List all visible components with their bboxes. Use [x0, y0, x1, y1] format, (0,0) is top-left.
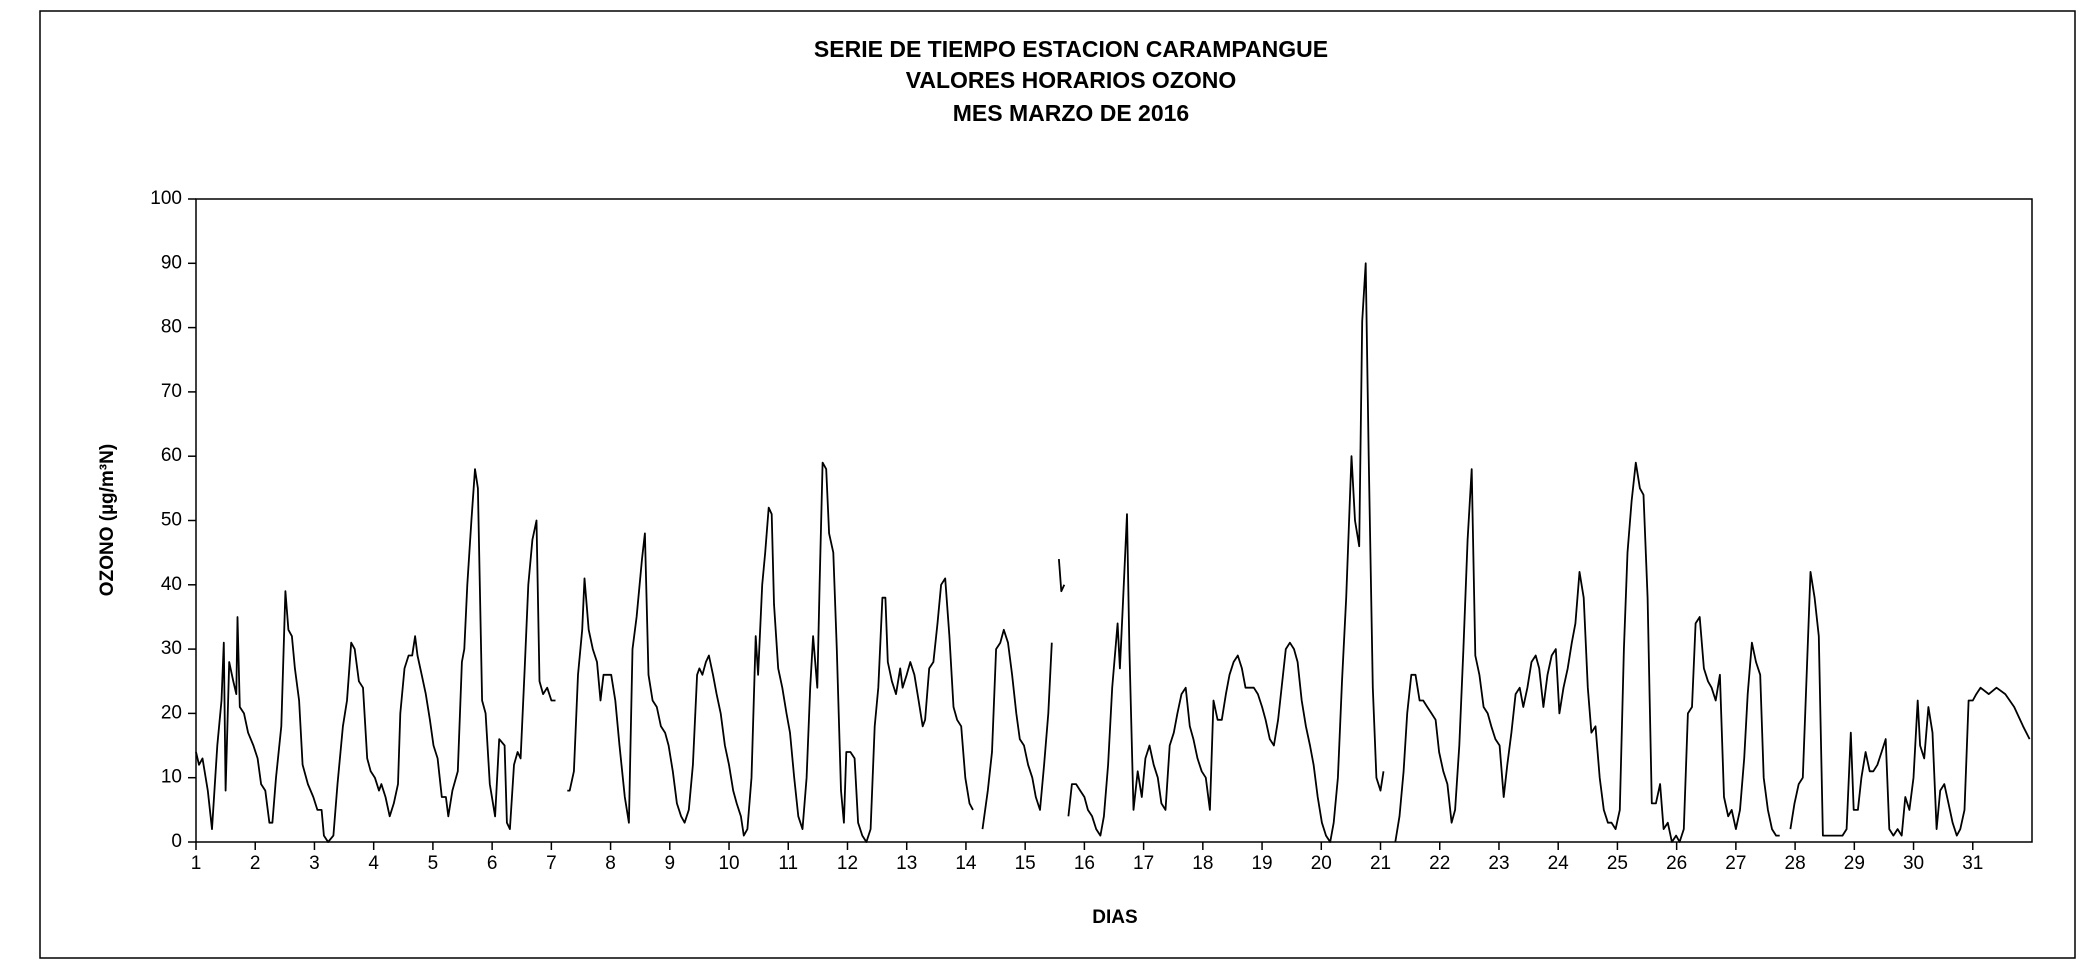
x-tick-label: 13: [896, 853, 917, 874]
x-tick-label: 11: [778, 853, 798, 874]
y-tick-label: 0: [171, 831, 182, 852]
x-tick-label: 20: [1311, 853, 1332, 874]
y-tick-label: 80: [161, 317, 182, 338]
y-axis-label: OZONO (µg/m³N): [97, 444, 118, 596]
x-tick-label: 22: [1429, 853, 1450, 874]
y-tick-label: 90: [161, 252, 182, 273]
x-tick-label: 29: [1844, 853, 1865, 874]
x-tick-label: 7: [546, 853, 557, 874]
x-tick-label: 15: [1015, 853, 1036, 874]
x-tick-label: 23: [1488, 853, 1509, 874]
x-tick-label: 21: [1370, 853, 1391, 874]
x-tick-label: 1: [191, 853, 202, 874]
x-tick-label: 16: [1074, 853, 1095, 874]
chart-title: MES MARZO DE 2016: [953, 100, 1189, 126]
y-tick-label: 30: [161, 638, 182, 659]
x-tick-label: 24: [1548, 853, 1570, 874]
x-tick-label: 10: [718, 853, 739, 874]
x-tick-label: 31: [1962, 853, 1983, 874]
x-tick-label: 19: [1251, 853, 1272, 874]
y-tick-label: 50: [161, 510, 182, 531]
y-tick-label: 20: [161, 702, 182, 723]
x-tick-label: 2: [250, 853, 261, 874]
x-tick-label: 5: [428, 853, 439, 874]
x-tick-label: 17: [1133, 853, 1154, 874]
data-line: [195, 262, 2031, 843]
chart-title: VALORES HORARIOS OZONO: [906, 67, 1237, 93]
x-tick-label: 3: [309, 853, 320, 874]
x-tick-label: 14: [955, 853, 977, 874]
chart-frame: [39, 10, 2076, 959]
x-tick-label: 6: [487, 853, 498, 874]
chart-title: SERIE DE TIEMPO ESTACION CARAMPANGUE: [814, 36, 1328, 62]
x-axis-label: DIAS: [1092, 907, 1137, 928]
y-tick-label: 100: [150, 188, 182, 209]
x-tick-label: 25: [1607, 853, 1628, 874]
y-tick-label: 60: [161, 445, 182, 466]
y-tick-label: 10: [161, 767, 182, 788]
x-tick-label: 26: [1666, 853, 1687, 874]
x-tick-label: 12: [837, 853, 858, 874]
y-tick-label: 40: [161, 574, 182, 595]
x-tick-label: 28: [1785, 853, 1806, 874]
x-tick-label: 4: [368, 853, 379, 874]
x-tick-label: 8: [605, 853, 616, 874]
x-tick-label: 18: [1192, 853, 1213, 874]
x-tick-label: 27: [1725, 853, 1746, 874]
x-tick-label: 9: [665, 853, 676, 874]
y-tick-label: 70: [161, 381, 182, 402]
x-tick-label: 30: [1903, 853, 1924, 874]
